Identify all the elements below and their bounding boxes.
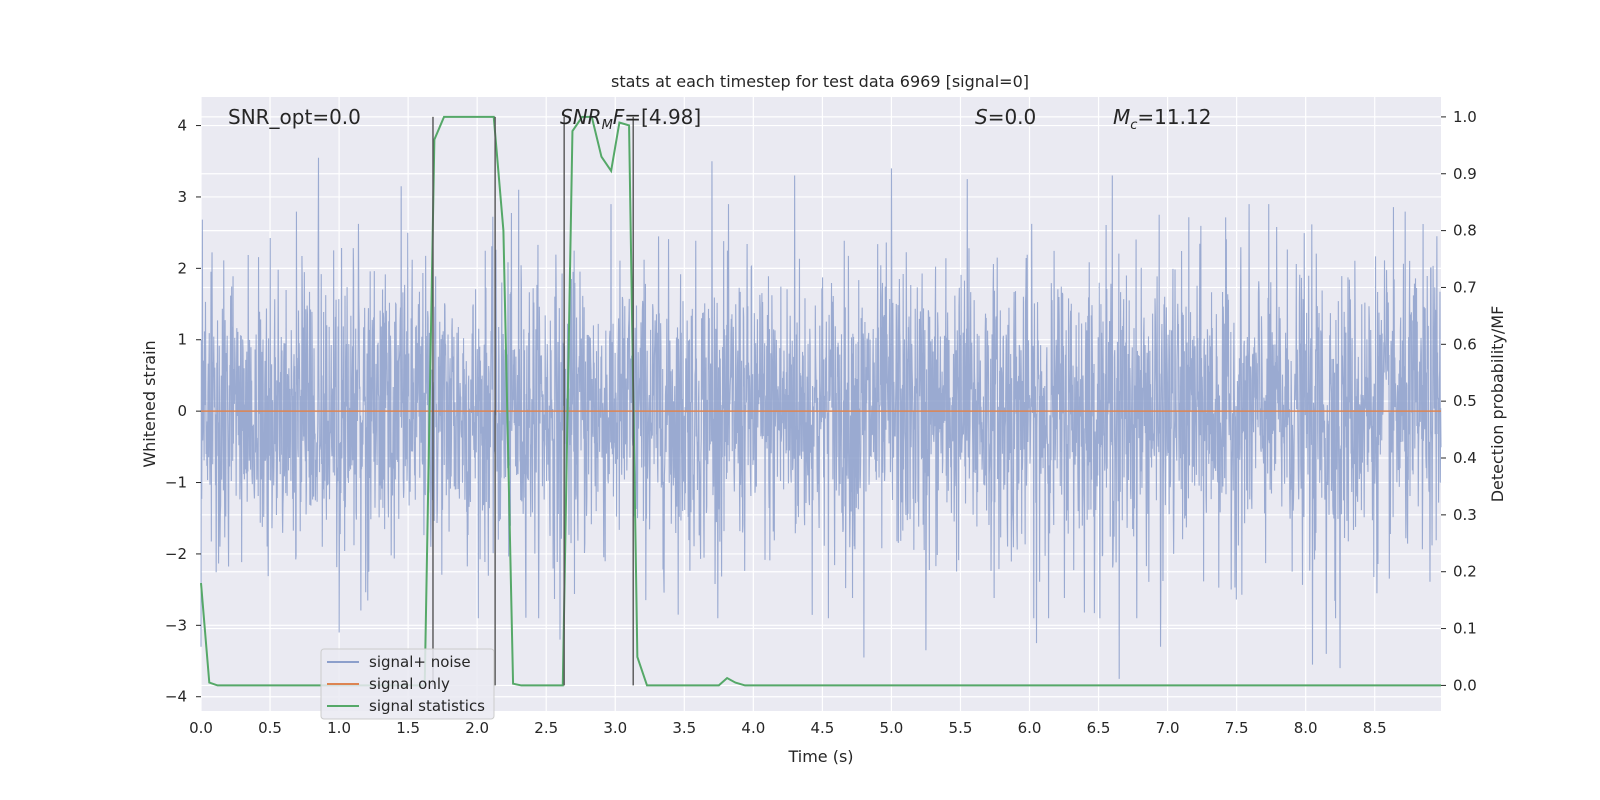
legend-label-signal-only: signal only [369, 675, 450, 693]
legend: signal+ noise signal only signal statist… [320, 648, 495, 720]
signal-statistics-series [200, 115, 1441, 687]
y-tick-label: −3 [165, 616, 187, 634]
y-right-tick-label: 0.7 [1453, 278, 1477, 296]
x-tick-label: 0.0 [189, 719, 213, 737]
signal-noise-line [200, 157, 1442, 679]
annotation-snr-mf: SNRMF=[4.98] [560, 105, 701, 133]
y-right-tick-label: 0.1 [1453, 620, 1477, 638]
x-tick-label: 1.5 [396, 719, 420, 737]
x-tick-label: 8.5 [1363, 719, 1387, 737]
y-tick-label: −2 [165, 545, 187, 563]
x-tick-label: 2.0 [465, 719, 489, 737]
y-right-tick-label: 0.0 [1453, 676, 1477, 694]
x-tick-label: 2.5 [534, 719, 558, 737]
annotation-mc-symbol: M [1113, 105, 1130, 129]
legend-box [320, 648, 495, 720]
annotation-mc-subscript: c [1130, 118, 1137, 133]
signal-noise-series [200, 157, 1442, 679]
x-tick-label: 6.0 [1018, 719, 1042, 737]
annotation-snr-mf-symbol2: F [613, 105, 625, 129]
y-right-tick-label: 0.5 [1453, 392, 1477, 410]
y-right-tick-label: 1.0 [1453, 108, 1477, 126]
x-tick-label: 7.0 [1156, 719, 1180, 737]
y-axis-label-right: Detection probability/MF [1488, 306, 1507, 503]
y-tick-label: 3 [177, 188, 187, 206]
y-tick-label: −1 [165, 474, 187, 492]
y-tick-label: 2 [177, 259, 187, 277]
y-right-tick-label: 0.4 [1453, 449, 1477, 467]
annotation-s-symbol: S [975, 105, 988, 129]
x-tick-label: 7.5 [1225, 719, 1249, 737]
x-tick-label: 5.5 [949, 719, 973, 737]
annotation-mc: Mc=11.12 [1113, 105, 1211, 133]
y-ticks-right: 1.0 0.9 0.8 0.7 0.6 0.5 0.4 0.3 0.2 0.1 0.0 [1441, 108, 1477, 694]
x-tick-label: 0.5 [258, 719, 282, 737]
x-ticks: 0.0 0.5 1.0 1.5 2.0 2.5 3.0 3.5 4.0 4.5 5.0 5.5 6.0 6… [189, 719, 1387, 737]
x-tick-label: 4.0 [741, 719, 765, 737]
y-tick-label: 4 [177, 117, 187, 135]
x-tick-label: 6.5 [1087, 719, 1111, 737]
x-tick-label: 5.0 [879, 719, 903, 737]
x-axis-label: Time (s) [787, 747, 853, 766]
y-tick-label: −4 [165, 688, 187, 706]
annotation-mc-value: =11.12 [1137, 105, 1211, 129]
legend-label-signal-noise: signal+ noise [369, 653, 471, 671]
annotation-s: S=0.0 [975, 105, 1036, 129]
legend-label-signal-statistics: signal statistics [369, 697, 485, 715]
annotation-s-value: =0.0 [988, 105, 1037, 129]
y-right-tick-label: 0.9 [1453, 165, 1477, 183]
annotation-snr-mf-value: =[4.98] [624, 105, 701, 129]
detection-markers [432, 116, 634, 686]
y-right-tick-label: 0.3 [1453, 506, 1477, 524]
y-ticks-left: 4 3 2 1 0 −1 −2 −3 −4 [165, 117, 201, 706]
annotation-snr-opt: SNR_opt=0.0 [228, 105, 361, 129]
y-tick-label: 1 [177, 331, 187, 349]
y-axis-label: Whitened strain [140, 340, 159, 467]
annotation-snr-mf-subscript: M [602, 118, 613, 133]
y-tick-label: 0 [177, 402, 187, 420]
y-right-tick-label: 0.2 [1453, 563, 1477, 581]
y-right-tick-label: 0.6 [1453, 335, 1477, 353]
x-tick-label: 1.0 [327, 719, 351, 737]
x-tick-label: 8.0 [1294, 719, 1318, 737]
y-right-tick-label: 0.8 [1453, 222, 1477, 240]
x-tick-label: 3.5 [672, 719, 696, 737]
x-tick-label: 4.5 [810, 719, 834, 737]
chart-title: stats at each timestep for test data 696… [611, 72, 1029, 91]
x-tick-label: 3.0 [603, 719, 627, 737]
annotation-snr-mf-symbol: SNR [560, 105, 602, 129]
signal-statistics-line [200, 115, 1441, 687]
